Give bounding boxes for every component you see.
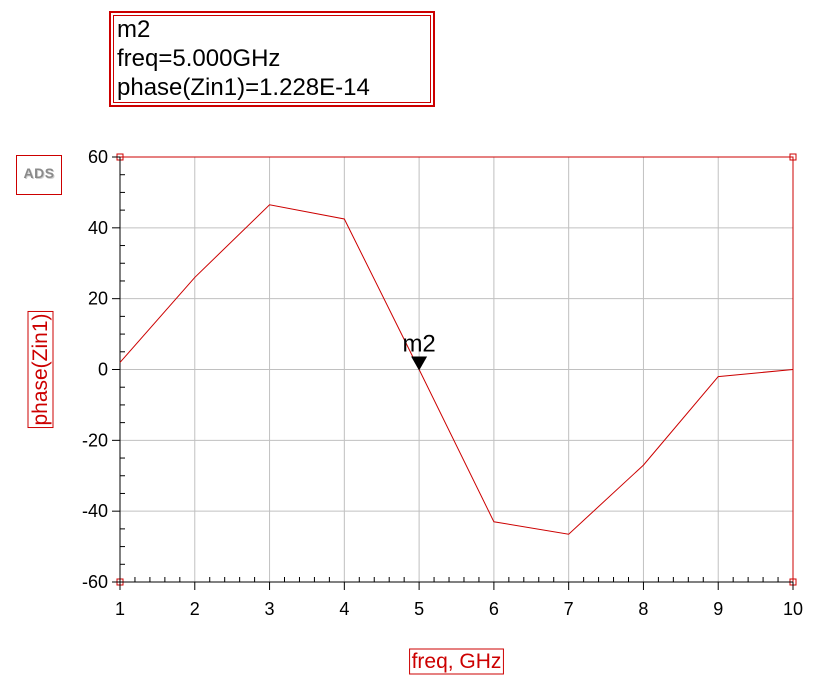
y-tick-label: 40 <box>88 218 108 238</box>
y-axis-label: phase(Zin1) <box>29 313 52 425</box>
marker-readout-value: phase(Zin1)=1.228E-14 <box>117 74 370 101</box>
x-tick-label: 5 <box>414 599 424 619</box>
ads-logo: ADS <box>16 155 62 195</box>
x-tick-label: 10 <box>783 599 803 619</box>
y-tick-label: 0 <box>98 360 108 380</box>
marker-readout-name: m2 <box>117 16 151 43</box>
frame-corner-handle <box>789 153 797 161</box>
x-tick-label: 4 <box>339 599 349 619</box>
y-tick-label: 20 <box>88 289 108 309</box>
y-tick-label: -20 <box>82 430 108 450</box>
marker-readout-box[interactable]: m2 freq=5.000GHz phase(Zin1)=1.228E-14 <box>109 11 435 107</box>
marker-triangle <box>411 356 428 371</box>
ads-logo-text: ADS <box>23 165 55 181</box>
y-axis-label-group: phase(Zin1) <box>27 310 54 429</box>
x-axis-label-box <box>409 648 504 675</box>
y-tick-label: -40 <box>82 501 108 521</box>
marker-label: m2 <box>402 331 435 358</box>
x-tick-label: 7 <box>564 599 574 619</box>
y-tick-label: -60 <box>82 572 108 592</box>
x-tick-label: 6 <box>489 599 499 619</box>
y-tick-label: 60 <box>88 147 108 167</box>
y-axis-label-box <box>27 310 54 429</box>
marker-readout-freq: freq=5.000GHz <box>117 45 281 72</box>
x-tick-label: 1 <box>115 599 125 619</box>
x-tick-label: 9 <box>713 599 723 619</box>
x-tick-label: 2 <box>190 599 200 619</box>
series-line <box>119 204 794 535</box>
x-tick-label: 8 <box>638 599 648 619</box>
x-axis-label: freq, GHz <box>412 650 502 673</box>
marker-readout-inner-border <box>113 15 431 103</box>
x-tick-label: 3 <box>265 599 275 619</box>
